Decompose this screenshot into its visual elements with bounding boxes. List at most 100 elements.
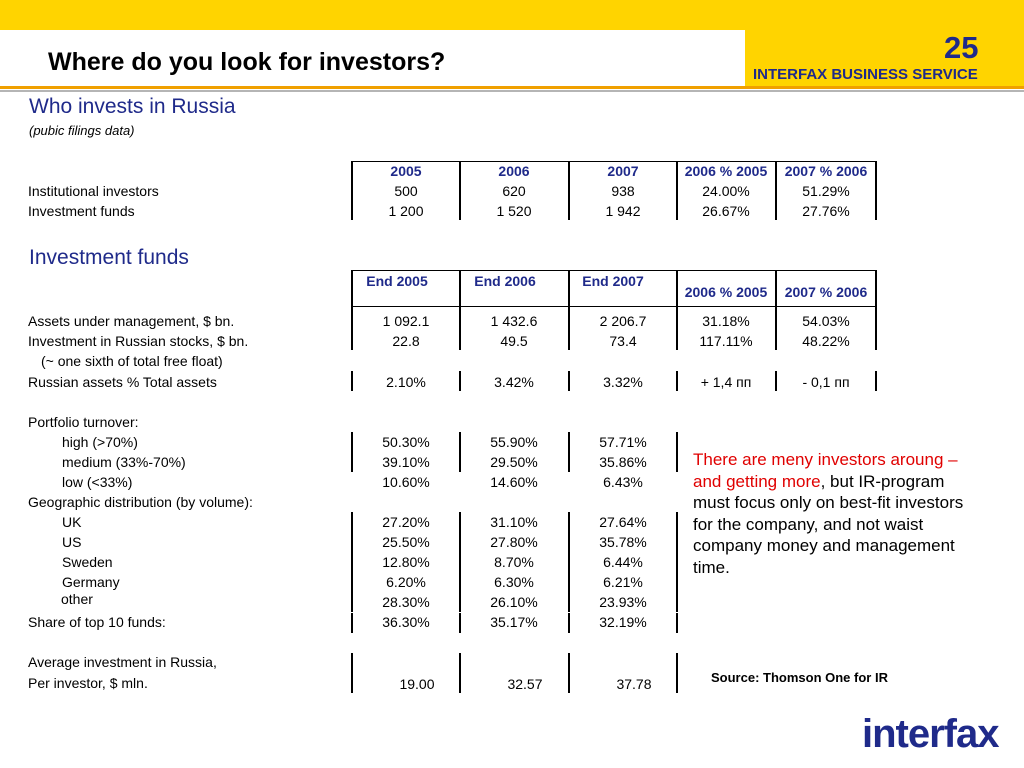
table-cell: 27.76% [802,203,850,219]
table-cell: 27.20% [382,514,430,530]
table-cell: 6.43% [603,474,643,490]
row-label: medium (33%-70%) [62,454,186,470]
table-cell: 6.21% [603,574,643,590]
row-label: high (>70%) [62,434,138,450]
table-cell: 26.67% [702,203,750,219]
column-divider [875,270,877,350]
table-cell: 12.80% [382,554,430,570]
table-cell: 2 206.7 [599,313,647,329]
column-divider [351,653,353,693]
table-cell: 620 [502,183,526,199]
table-cell: 29.50% [490,454,538,470]
table-cell: 24.00% [702,183,750,199]
row-label: Average investment in Russia, [28,654,217,670]
column-divider [568,270,570,350]
table-cell: 1 200 [388,203,424,219]
column-divider [775,270,777,350]
column-divider [351,512,353,612]
column-divider [459,270,461,350]
table-cell: 500 [394,183,418,199]
row-label: US [62,534,82,550]
row-label: Institutional investors [28,183,159,199]
column-header: 2006 [498,163,530,179]
table-cell: 10.60% [382,474,430,490]
table-cell: 938 [611,183,635,199]
column-divider [568,432,570,472]
table-cell: 1 942 [605,203,641,219]
column-header: 2006 % 2005 [684,163,768,179]
table-cell: 50.30% [382,434,430,450]
column-header: 2007 % 2006 [784,163,868,179]
table-cell: 73.4 [609,333,637,349]
source-citation: Source: Thomson One for IR [711,670,888,685]
row-label: Russian assets % Total assets [28,374,217,390]
table-cell: 35.17% [490,614,538,630]
column-divider [351,432,353,472]
column-header: 2006 % 2005 [684,284,768,300]
table-cell: 19.00 [399,676,435,692]
column-divider [351,371,353,391]
table-cell: 117.11% [699,333,753,349]
table-cell: 39.10% [382,454,430,470]
callout-note: There are meny investors aroung – and ge… [693,449,983,579]
column-divider [775,161,777,220]
table-cell: 6.20% [386,574,426,590]
table-cell: 3.42% [494,374,534,390]
column-divider [775,371,777,391]
column-header: End 2006 [474,273,536,289]
column-divider [351,161,353,220]
table-cell: 57.71% [599,434,647,450]
slide-title: Where do you look for investors? [48,48,446,76]
table-cell: 32.57 [507,676,543,692]
table-cell: 1 520 [496,203,532,219]
column-header: 2007 [607,163,639,179]
column-header: End 2005 [366,273,428,289]
row-label: Per investor, $ mln. [28,675,148,691]
brand-badge [745,0,1024,86]
row-label: Germany [62,574,120,590]
column-divider [676,270,678,350]
column-divider [351,270,353,350]
header-divider [0,86,1024,89]
table-cell: 31.18% [702,313,750,329]
column-divider [459,432,461,472]
column-divider [568,653,570,693]
slide-number: 25 [944,30,979,65]
column-divider [568,371,570,391]
column-header: End 2007 [582,273,644,289]
column-divider [875,371,877,391]
table-cell: 37.78 [616,676,652,692]
table-cell: 6.30% [494,574,534,590]
table-cell: 8.70% [494,554,534,570]
table-cell: 26.10% [490,594,538,610]
column-divider [459,371,461,391]
title-bar [0,30,745,86]
column-divider [875,161,877,220]
column-divider [459,512,461,612]
table-cell: 1 092.1 [382,313,430,329]
table-cell: 51.29% [802,183,850,199]
table-cell: 35.86% [599,454,647,470]
table-cell: 48.22% [802,333,850,349]
table-cell: 23.93% [599,594,647,610]
table-cell: + 1,4 пп [700,374,752,390]
section-subtitle: (pubic filings data) [29,123,135,138]
table-cell: 3.32% [603,374,643,390]
section-title-who-invests: Who invests in Russia [29,95,236,118]
row-label: Investment in Russian stocks, $ bn. [28,333,249,349]
row-label: UK [62,514,82,530]
column-header: 2005 [390,163,422,179]
row-label: Share of top 10 funds: [28,614,166,630]
row-label: Investment funds [28,203,135,219]
column-divider [568,613,570,633]
row-label: Assets under management, $ bn. [28,313,235,329]
service-name: INTERFAX BUSINESS SERVICE [753,66,978,83]
table-cell: 54.03% [802,313,850,329]
table-cell: 14.60% [490,474,538,490]
column-divider [459,653,461,693]
table-cell: 6.44% [603,554,643,570]
row-label: Sweden [62,554,113,570]
column-divider [568,161,570,220]
row-label: low (<33%) [62,474,133,490]
column-divider [676,653,678,693]
